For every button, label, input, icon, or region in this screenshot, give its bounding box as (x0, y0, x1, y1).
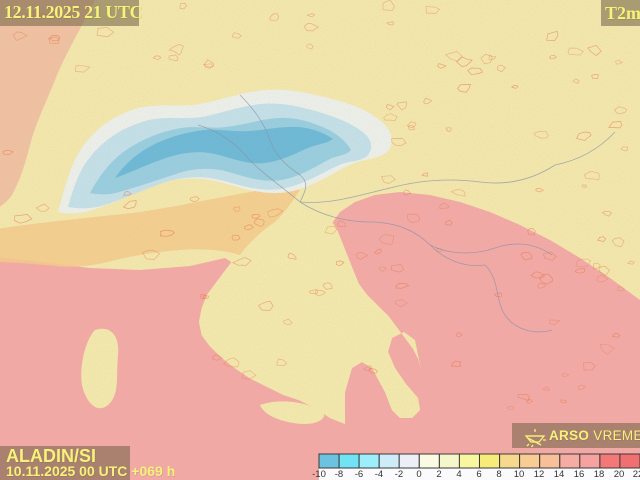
svg-text:-10: -10 (312, 469, 326, 480)
svg-text:16: 16 (574, 469, 585, 480)
svg-text:-4: -4 (375, 469, 383, 480)
svg-text:4: 4 (456, 469, 461, 480)
svg-text:22: 22 (633, 469, 640, 480)
svg-text:12: 12 (534, 469, 545, 480)
svg-text:14: 14 (554, 469, 565, 480)
svg-text:20: 20 (614, 469, 625, 480)
svg-text:-8: -8 (335, 469, 343, 480)
svg-text:8: 8 (496, 469, 501, 480)
svg-text:10: 10 (514, 469, 525, 480)
svg-text:-2: -2 (395, 469, 403, 480)
svg-text:2: 2 (436, 469, 441, 480)
svg-text:18: 18 (594, 469, 605, 480)
svg-text:0: 0 (416, 469, 421, 480)
svg-text:-6: -6 (355, 469, 363, 480)
svg-text:6: 6 (476, 469, 481, 480)
